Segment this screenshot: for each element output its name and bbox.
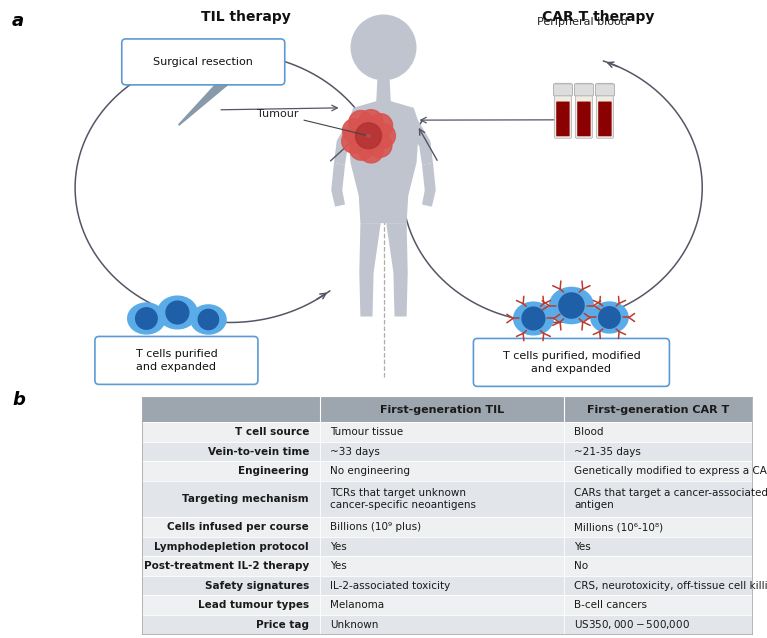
Text: T cell source: T cell source bbox=[235, 427, 309, 437]
Text: CRS, neurotoxicity, off-tissue cell killing: CRS, neurotoxicity, off-tissue cell kill… bbox=[574, 581, 767, 591]
Polygon shape bbox=[359, 223, 380, 316]
Circle shape bbox=[368, 133, 392, 158]
FancyBboxPatch shape bbox=[598, 101, 611, 137]
Text: Yes: Yes bbox=[330, 542, 347, 552]
Text: Yes: Yes bbox=[574, 542, 591, 552]
Circle shape bbox=[359, 139, 384, 163]
Text: Surgical resection: Surgical resection bbox=[153, 57, 253, 67]
Text: Blood: Blood bbox=[574, 427, 604, 437]
Circle shape bbox=[342, 129, 366, 153]
Polygon shape bbox=[334, 114, 360, 165]
Polygon shape bbox=[178, 80, 225, 126]
Polygon shape bbox=[219, 47, 261, 87]
Circle shape bbox=[369, 114, 393, 138]
Text: Lymphodepletion protocol: Lymphodepletion protocol bbox=[154, 542, 309, 552]
Text: ~33 days: ~33 days bbox=[330, 447, 380, 457]
FancyBboxPatch shape bbox=[95, 336, 258, 384]
Circle shape bbox=[598, 306, 621, 329]
Text: No engineering: No engineering bbox=[330, 466, 410, 476]
FancyBboxPatch shape bbox=[122, 39, 285, 85]
Text: Lead tumour types: Lead tumour types bbox=[198, 600, 309, 610]
Circle shape bbox=[522, 306, 545, 330]
Circle shape bbox=[558, 292, 584, 319]
Text: First-generation TIL: First-generation TIL bbox=[380, 404, 504, 415]
Circle shape bbox=[198, 309, 219, 330]
Text: Safety signatures: Safety signatures bbox=[205, 581, 309, 591]
Text: Engineering: Engineering bbox=[238, 466, 309, 476]
Bar bbox=[142, 595, 752, 615]
Text: Post-treatment IL-2 therapy: Post-treatment IL-2 therapy bbox=[143, 561, 309, 571]
Bar bbox=[142, 461, 752, 481]
Ellipse shape bbox=[513, 301, 554, 336]
Polygon shape bbox=[347, 99, 420, 223]
Polygon shape bbox=[407, 114, 433, 165]
Text: Yes: Yes bbox=[330, 561, 347, 571]
Bar bbox=[142, 422, 752, 442]
FancyBboxPatch shape bbox=[554, 84, 572, 96]
Text: US$350,000-$500,000: US$350,000-$500,000 bbox=[574, 618, 690, 631]
Circle shape bbox=[371, 124, 395, 148]
Circle shape bbox=[349, 136, 374, 160]
Polygon shape bbox=[377, 80, 390, 102]
Text: Genetically modified to express a CAR: Genetically modified to express a CAR bbox=[574, 466, 767, 476]
Text: Billions (10⁹ plus): Billions (10⁹ plus) bbox=[330, 522, 421, 532]
Text: Unknown: Unknown bbox=[330, 619, 378, 630]
Text: TCRs that target unknown
cancer-specific neoantigens: TCRs that target unknown cancer-specific… bbox=[330, 488, 476, 510]
FancyBboxPatch shape bbox=[575, 84, 592, 138]
FancyBboxPatch shape bbox=[556, 101, 570, 137]
Text: Millions (10⁶-10⁸): Millions (10⁶-10⁸) bbox=[574, 522, 663, 532]
Text: T cells purified
and expanded: T cells purified and expanded bbox=[136, 349, 217, 372]
Text: Price tag: Price tag bbox=[256, 619, 309, 630]
Circle shape bbox=[349, 110, 373, 135]
Bar bbox=[142, 517, 752, 537]
Ellipse shape bbox=[590, 301, 629, 334]
Circle shape bbox=[355, 122, 381, 149]
Bar bbox=[142, 615, 752, 635]
Ellipse shape bbox=[157, 295, 198, 330]
Ellipse shape bbox=[549, 286, 594, 324]
Text: TIL therapy: TIL therapy bbox=[200, 10, 291, 24]
Circle shape bbox=[359, 110, 383, 133]
Bar bbox=[142, 397, 752, 422]
Text: Targeting mechanism: Targeting mechanism bbox=[183, 494, 309, 504]
Circle shape bbox=[351, 15, 416, 80]
Polygon shape bbox=[331, 163, 345, 207]
Bar bbox=[142, 481, 752, 517]
Text: Tumour tissue: Tumour tissue bbox=[330, 427, 403, 437]
Text: B-cell cancers: B-cell cancers bbox=[574, 600, 647, 610]
Text: Melanoma: Melanoma bbox=[330, 600, 384, 610]
Bar bbox=[142, 576, 752, 595]
Text: Tumour: Tumour bbox=[257, 109, 366, 135]
Text: Peripheral blood: Peripheral blood bbox=[538, 17, 628, 27]
Text: a: a bbox=[12, 12, 24, 30]
Ellipse shape bbox=[127, 302, 166, 335]
Bar bbox=[142, 537, 752, 556]
FancyBboxPatch shape bbox=[555, 84, 571, 138]
Text: ~21-35 days: ~21-35 days bbox=[574, 447, 641, 457]
FancyBboxPatch shape bbox=[595, 84, 614, 96]
FancyBboxPatch shape bbox=[578, 101, 591, 137]
Text: Cells infused per course: Cells infused per course bbox=[167, 522, 309, 532]
Bar bbox=[142, 442, 752, 461]
Text: Vein-to-vein time: Vein-to-vein time bbox=[208, 447, 309, 457]
Circle shape bbox=[135, 307, 158, 330]
Text: b: b bbox=[12, 391, 25, 409]
Text: CARs that target a cancer-associated
antigen: CARs that target a cancer-associated ant… bbox=[574, 488, 767, 510]
FancyBboxPatch shape bbox=[574, 84, 594, 96]
FancyBboxPatch shape bbox=[597, 84, 614, 138]
FancyBboxPatch shape bbox=[473, 338, 670, 387]
Text: CAR T therapy: CAR T therapy bbox=[542, 10, 654, 24]
Circle shape bbox=[166, 300, 189, 325]
Text: First-generation CAR T: First-generation CAR T bbox=[587, 404, 729, 415]
Text: IL-2-associated toxicity: IL-2-associated toxicity bbox=[330, 581, 450, 591]
Polygon shape bbox=[422, 163, 436, 207]
Polygon shape bbox=[387, 223, 408, 316]
Text: T cells purified, modified
and expanded: T cells purified, modified and expanded bbox=[502, 351, 640, 374]
Bar bbox=[142, 556, 752, 576]
Circle shape bbox=[343, 119, 367, 143]
Text: No: No bbox=[574, 561, 588, 571]
Ellipse shape bbox=[190, 304, 227, 335]
